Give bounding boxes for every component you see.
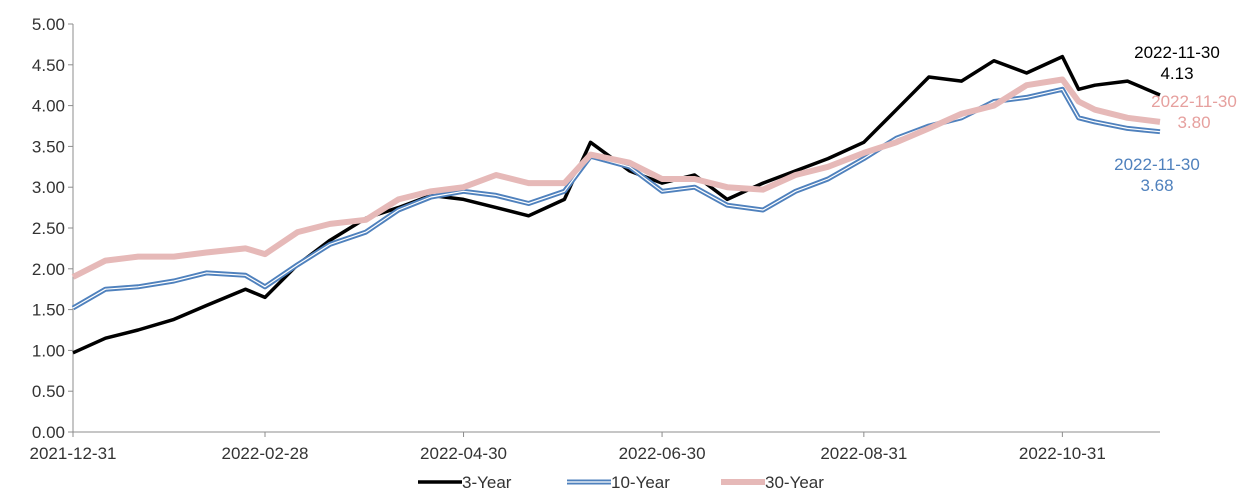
x-tick-label: 2021-12-31 [30,444,117,463]
x-tick-label: 2022-10-31 [1019,444,1106,463]
series-line-10-year-inner [72,88,1161,309]
annotation-date-3-year: 2022-11-30 [1134,43,1220,62]
annotation-value-30-year: 3.80 [1177,113,1210,132]
y-tick-label: 1.50 [32,301,65,320]
series-layer [71,54,1161,355]
y-tick-label: 2.00 [32,260,65,279]
series-line-30-year [71,76,1161,280]
y-tick-label: 0.50 [32,382,65,401]
annotation-value-10-year: 3.68 [1140,176,1173,195]
series-line-3-year [72,54,1161,355]
y-tick-label: 4.00 [32,97,65,116]
legend-label-3-year: 3-Year [462,473,512,492]
x-tick-label: 2022-06-30 [619,444,706,463]
y-tick-label: 2.50 [32,219,65,238]
legend-label-10-year: 10-Year [611,473,670,492]
y-tick-label: 4.50 [32,56,65,75]
axes: 0.00 0.50 1.00 1.50 2.00 2.50 3.00 3.50 4.00 4.50… [30,15,1160,463]
x-tick-label: 2022-08-31 [820,444,907,463]
annotation-date-30-year: 2022-11-30 [1151,92,1237,111]
y-tick-label: 5.00 [32,15,65,34]
y-tick-label: 3.00 [32,178,65,197]
annotation-date-10-year: 2022-11-30 [1114,155,1200,174]
y-tick-label: 1.00 [32,341,65,360]
annotation-value-3-year: 4.13 [1160,64,1193,83]
legend-label-30-year: 30-Year [765,473,824,492]
annotation-layer: 2022-11-30 4.13 2022-11-30 3.80 2022-11-30 3.… [1114,43,1237,195]
x-tick-label: 2022-04-30 [420,444,507,463]
x-tick-label: 2022-02-28 [222,444,309,463]
y-tick-label: 3.50 [32,137,65,156]
legend: 3-Year 10-Year 30-Year [418,473,824,492]
y-tick-label: 0.00 [32,423,65,442]
